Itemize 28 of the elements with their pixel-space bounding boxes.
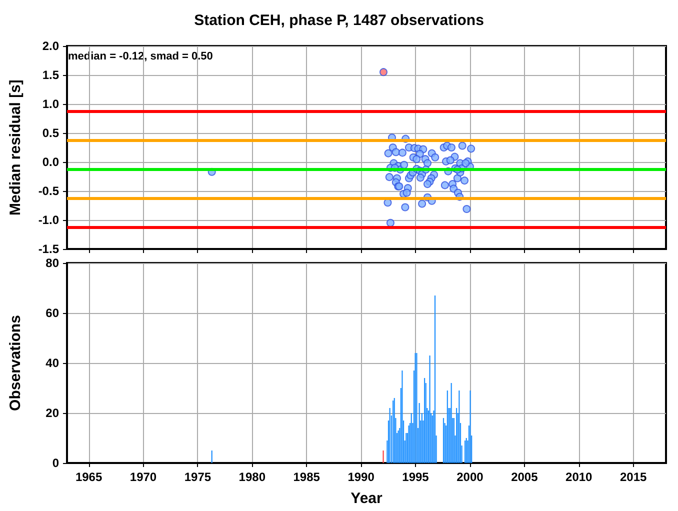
x-axis-title: Year — [350, 490, 383, 507]
y-tick-label: -1.5 — [38, 242, 60, 256]
y-tick-label: 40 — [46, 356, 60, 370]
x-tick-label: 2015 — [620, 470, 647, 484]
x-tick-label: 1985 — [293, 470, 320, 484]
x-tick-label: 1975 — [184, 470, 212, 484]
chart-title: Station CEH, phase P, 1487 observations — [194, 12, 484, 29]
y-tick-label: 2.0 — [42, 39, 60, 53]
y-tick-label: 0 — [52, 456, 60, 470]
x-tick-label: 1990 — [348, 470, 375, 484]
y-tick-label: 60 — [46, 306, 60, 320]
y-axis-title: Median residual [s] — [7, 80, 24, 216]
x-tick-label: 1980 — [238, 470, 266, 484]
y-tick-label: 80 — [46, 256, 60, 270]
x-tick-label: 2000 — [456, 470, 484, 484]
x-tick-label: 1970 — [130, 470, 157, 484]
y-tick-label: 20 — [46, 406, 60, 420]
x-tick-label: 2005 — [511, 470, 538, 484]
y-tick-label: -1.0 — [38, 213, 60, 227]
y-axis-title: Observations — [7, 315, 24, 411]
y-tick-label: 0.0 — [42, 155, 60, 169]
x-tick-label: 1995 — [402, 470, 430, 484]
y-tick-label: 1.5 — [42, 68, 60, 82]
x-tick-label: 1965 — [75, 470, 102, 484]
y-tick-label: 1.0 — [42, 97, 60, 111]
y-tick-label: -0.5 — [38, 184, 60, 198]
x-tick-label: 2010 — [566, 470, 593, 484]
y-tick-label: 0.5 — [42, 126, 60, 140]
